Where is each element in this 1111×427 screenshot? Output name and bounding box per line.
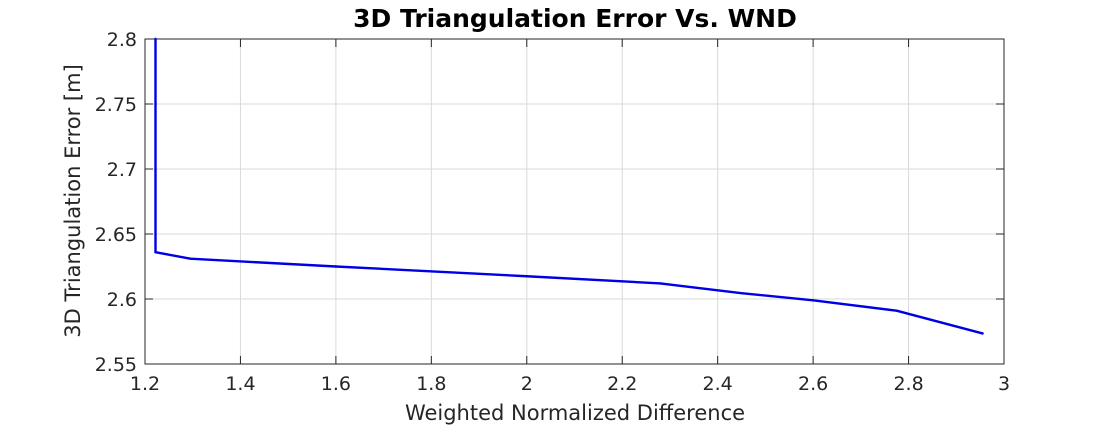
x-tick-label: 2.2 <box>607 373 637 395</box>
data-point <box>154 251 157 254</box>
grid <box>145 39 1004 364</box>
data-point <box>154 167 157 171</box>
chart-title: 3D Triangulation Error Vs. WND <box>353 4 797 33</box>
data-point <box>740 291 743 295</box>
x-tick-label: 1.4 <box>225 373 255 395</box>
data-point <box>334 265 338 268</box>
data-point <box>811 299 815 302</box>
y-tick-label: 2.75 <box>95 94 137 116</box>
plot-frame <box>144 38 1005 365</box>
y-tick-label: 2.65 <box>95 224 137 246</box>
y-tick-label: 2.55 <box>95 354 137 376</box>
y-tick-label: 2.8 <box>107 29 137 51</box>
x-tick-label: 1.8 <box>416 373 446 395</box>
y-axis-label: 3D Triangulation Error [m] <box>61 64 85 338</box>
x-tick-label: 1.2 <box>130 373 160 395</box>
x-tick-label: 2.4 <box>703 373 733 395</box>
x-axis-label: Weighted Normalized Difference <box>405 401 745 425</box>
data-point <box>981 332 984 335</box>
series-line-0 <box>154 37 984 335</box>
series-layer <box>154 37 984 335</box>
y-tick-label: 2.6 <box>107 289 137 311</box>
x-tick-label: 2.6 <box>798 373 828 395</box>
data-point <box>525 275 528 278</box>
x-tick-label: 1.6 <box>321 373 351 395</box>
data-point <box>659 282 662 285</box>
data-point <box>189 257 192 260</box>
x-tick-label: 3 <box>998 373 1010 395</box>
axis-ticks: 1.2 1.4 1.6 1.8 2 2.2 2.4 2.6 2.8 3 2.55 2.6 2.65 2.7… <box>95 29 1010 395</box>
data-point <box>895 309 898 312</box>
x-tick-label: 2 <box>521 373 533 395</box>
data-point <box>154 37 157 41</box>
x-tick-label: 2.8 <box>893 373 923 395</box>
y-tick-label: 2.7 <box>107 159 137 181</box>
